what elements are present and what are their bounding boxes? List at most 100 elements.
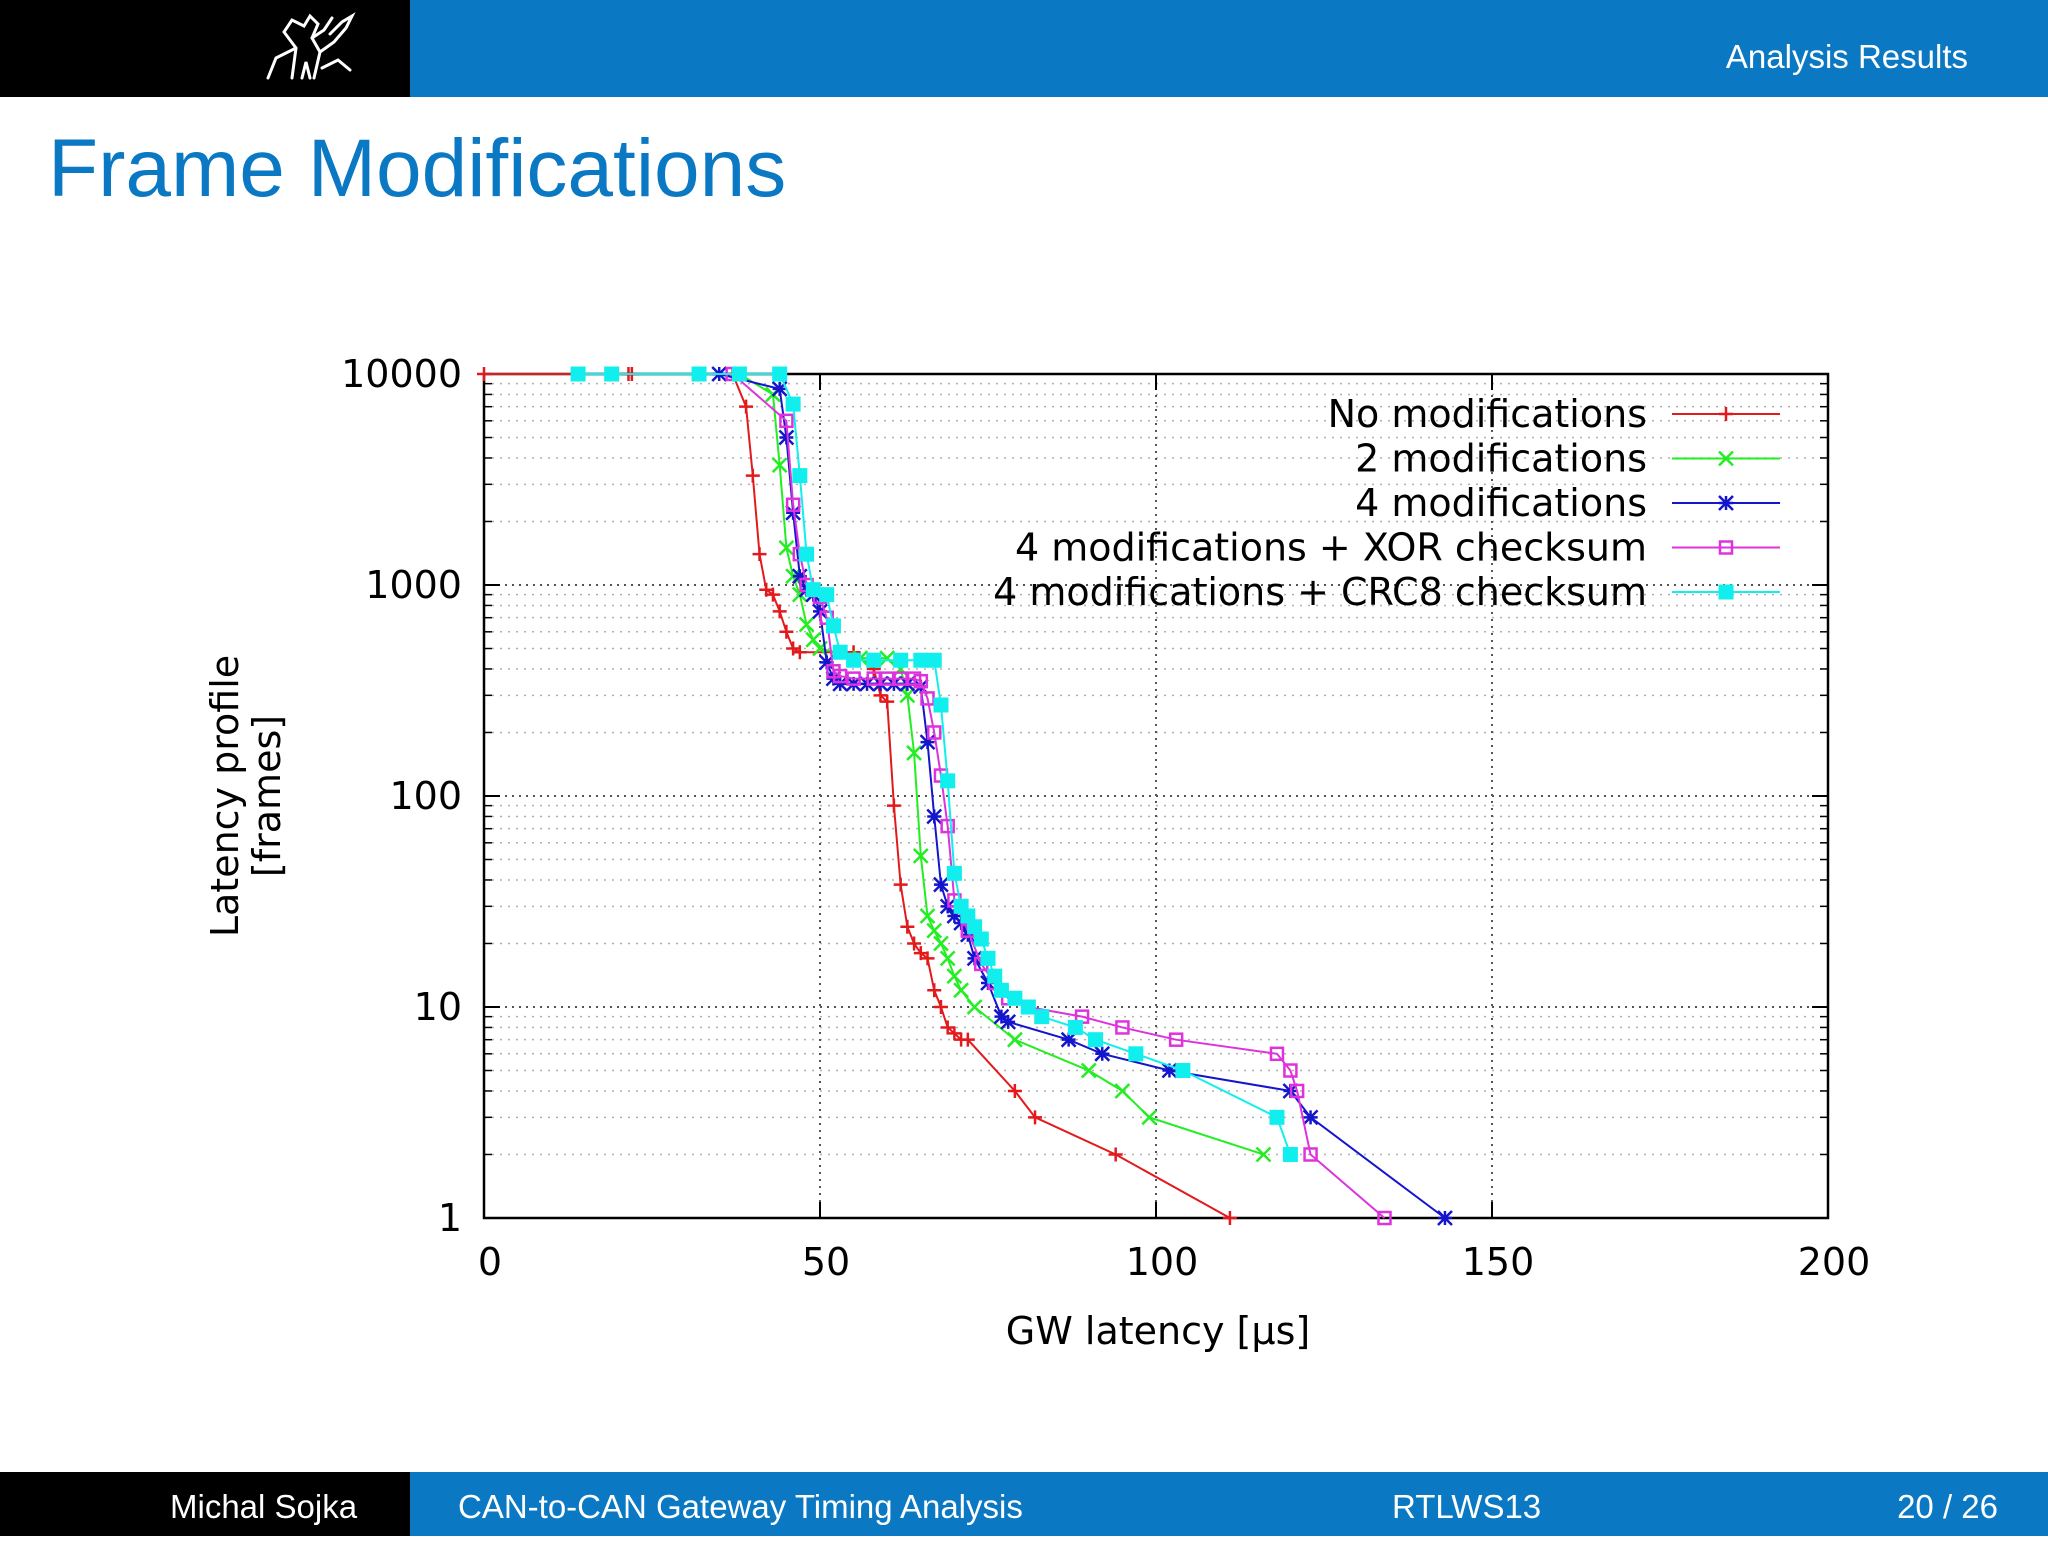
- data-point: [779, 413, 794, 429]
- data-point: [927, 983, 942, 998]
- data-point: [731, 366, 747, 382]
- data-point: [926, 725, 942, 740]
- data-point: [1128, 1046, 1144, 1062]
- data-point: [799, 546, 815, 562]
- data-point: [1175, 1063, 1191, 1079]
- data-point: [919, 734, 936, 751]
- x-tick-label: 200: [1798, 1240, 1871, 1284]
- y-tick-label: 10: [414, 985, 462, 1029]
- data-point: [907, 936, 922, 951]
- data-point: [866, 652, 882, 668]
- data-point: [785, 504, 802, 521]
- data-point: [900, 919, 915, 934]
- data-point: [771, 457, 788, 473]
- data-point: [819, 587, 835, 603]
- data-point: [926, 652, 942, 668]
- data-point: [1289, 1083, 1305, 1099]
- legend-label: 4 modifications + CRC8 checksum: [993, 570, 1647, 614]
- series-line: [738, 373, 1264, 1156]
- y-tick-label: 1: [438, 1196, 462, 1240]
- data-point: [1437, 1210, 1453, 1226]
- data-point: [752, 547, 767, 562]
- data-point: [933, 1000, 948, 1014]
- legend-label: 4 modifications + XOR checksum: [1015, 526, 1647, 570]
- data-point: [832, 675, 849, 692]
- data-point: [772, 604, 787, 619]
- data-point: [893, 652, 909, 668]
- y-axis-label: Latency profile[frames]: [203, 655, 289, 937]
- data-point: [1080, 1062, 1097, 1079]
- x-tick-label: 0: [478, 1240, 502, 1284]
- data-point: [880, 694, 895, 709]
- data-point: [792, 645, 807, 660]
- data-point: [967, 919, 983, 935]
- legend-label: 2 modifications: [1355, 437, 1647, 481]
- series-3: [711, 366, 1453, 1226]
- data-point: [879, 671, 895, 686]
- data-point: [959, 926, 976, 943]
- data-point: [1255, 1146, 1272, 1163]
- data-point: [778, 539, 795, 556]
- x-tick-label: 50: [802, 1240, 850, 1284]
- data-point: [947, 1026, 962, 1041]
- data-point: [771, 381, 788, 397]
- data-point: [1283, 1063, 1298, 1078]
- data-point: [1000, 1014, 1017, 1030]
- data-point: [1006, 1031, 1023, 1048]
- data-point: [953, 982, 970, 999]
- data-point: [980, 950, 996, 966]
- data-point: [946, 968, 963, 985]
- data-point: [913, 673, 929, 689]
- data-point: [818, 654, 835, 671]
- data-point: [1377, 1210, 1392, 1226]
- data-point: [906, 745, 922, 761]
- plot-frame: [482, 372, 1830, 1220]
- footer-page-number: 20 / 26: [1897, 1488, 1998, 1525]
- data-point: [477, 367, 491, 381]
- legend-marker: [1718, 584, 1734, 600]
- data-point: [785, 497, 801, 513]
- legend-marker: [1718, 495, 1734, 511]
- data-point: [946, 865, 962, 881]
- data-point: [805, 631, 822, 648]
- data-point: [1088, 1032, 1104, 1048]
- data-point: [1302, 1109, 1319, 1126]
- section-title: Analysis Results: [1725, 38, 1968, 75]
- data-point: [939, 950, 956, 967]
- data-point: [791, 568, 808, 585]
- data-point: [1028, 1110, 1043, 1125]
- legend-label: No modifications: [1328, 392, 1647, 436]
- data-point: [772, 366, 788, 382]
- x-tick-label: 100: [1126, 1240, 1199, 1284]
- data-point: [798, 616, 815, 633]
- data-point: [1034, 1009, 1050, 1025]
- data-point: [993, 982, 1009, 998]
- data-point: [913, 652, 929, 668]
- data-point: [933, 697, 949, 713]
- data-point: [1222, 1211, 1237, 1225]
- data-point: [1020, 999, 1036, 1015]
- data-point: [785, 396, 801, 412]
- data-point: [1067, 1019, 1083, 1035]
- data-point: [570, 366, 586, 382]
- data-point: [987, 968, 1003, 984]
- data-point: [920, 951, 935, 966]
- data-point: [960, 1032, 975, 1047]
- data-point: [919, 908, 936, 924]
- section-title-bar: [410, 0, 2048, 97]
- data-point: [899, 687, 916, 704]
- series-line: [578, 373, 1292, 1155]
- slide-title: Frame Modifications: [48, 123, 787, 214]
- x-tick-label: 150: [1462, 1240, 1535, 1284]
- data-point: [832, 644, 848, 660]
- data-point: [1094, 1045, 1111, 1062]
- data-point: [604, 366, 620, 382]
- legend-label: 4 modifications: [1355, 481, 1647, 525]
- data-point: [893, 877, 908, 892]
- x-axis-label: GW latency [µs]: [1006, 1309, 1310, 1353]
- footer-bar: Michal Sojka CAN-to-CAN Gateway Timing A…: [0, 1472, 2048, 1536]
- data-point: [1303, 1147, 1318, 1162]
- data-point: [926, 922, 943, 939]
- data-point: [1168, 1032, 1184, 1047]
- y-tick-label: 1000: [365, 563, 462, 607]
